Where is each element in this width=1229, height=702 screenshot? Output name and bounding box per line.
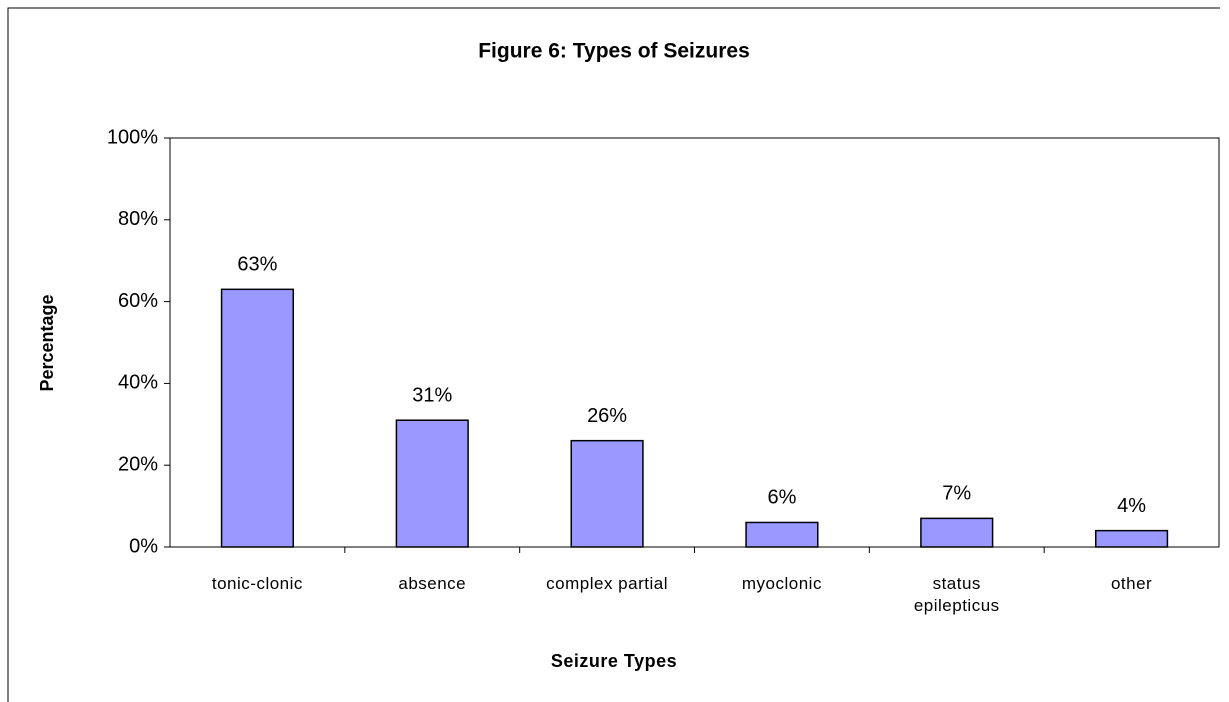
chart-title: Figure 6: Types of Seizures [478,40,750,63]
x-tick-label: absence [398,574,467,593]
y-tick-label: 20% [118,453,158,475]
value-label: 31% [412,384,452,406]
y-tick-label: 100% [107,126,158,148]
bar [1094,529,1169,548]
y-tick-label: 60% [118,290,158,312]
x-axis-title: Seizure Types [551,651,677,671]
y-axis-title: Percentage [37,294,57,391]
y-tick-label: 40% [118,372,158,394]
bar [920,517,994,548]
x-tick-label: other [1110,574,1153,593]
value-label: 4% [1117,495,1146,517]
bar [570,439,644,548]
value-label: 63% [237,254,277,276]
y-tick-label: 80% [118,208,158,230]
x-tick-label: status epilepticus [913,574,1000,615]
x-tick-label: tonic-clonic [211,574,303,593]
bar [395,419,469,548]
value-label: 26% [587,405,627,427]
y-tick-label: 0% [129,535,158,557]
x-tick-label: myoclonic [741,574,822,593]
bar [220,288,295,548]
x-tick-label: complex partial [546,574,668,593]
value-label: 6% [767,487,796,509]
bar [745,521,819,548]
chart-border [7,7,1220,702]
value-label: 7% [942,483,971,505]
plot-area [169,137,1220,548]
